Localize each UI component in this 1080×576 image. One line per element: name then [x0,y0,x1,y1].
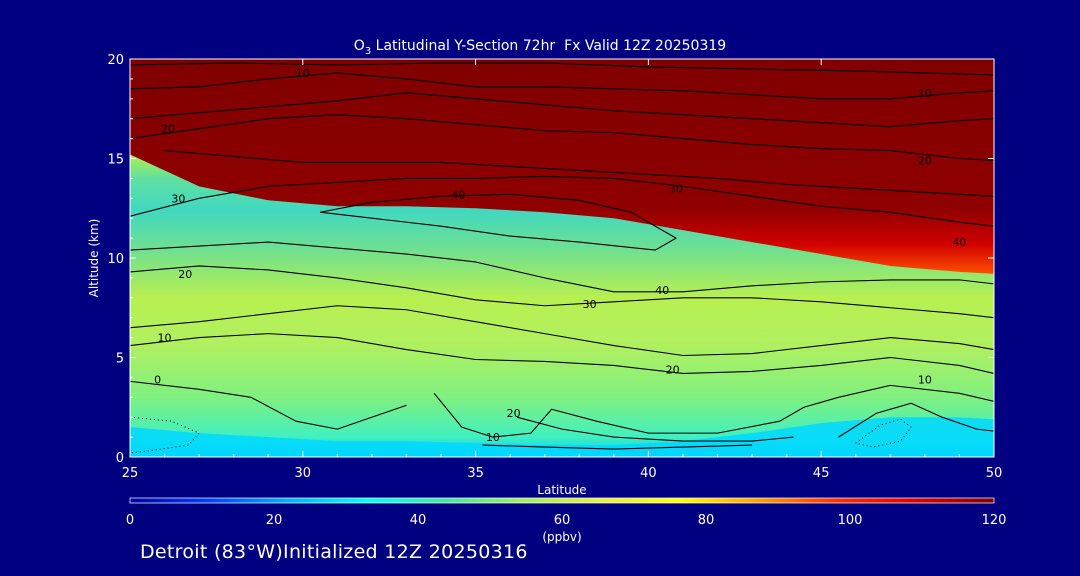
contour-label: 10 [918,87,932,100]
y-axis: 0 5 10 15 20 [107,53,994,466]
y-tick-label: 10 [107,252,124,267]
contour-label: 40 [655,284,669,297]
boundary-layer-low-ozone [130,417,994,457]
contour-labels: 10 20 0 10 20 30 40 20 10 30 40 30 20 20 10 10 40 [154,67,966,444]
y-axis-label: Altitude (km) [87,219,101,298]
x-tick-label: 40 [640,466,657,481]
y-tick-label: 5 [116,352,124,367]
contour-line [130,72,994,100]
contour-label: 30 [583,298,597,311]
contour-line [433,384,994,438]
contour-line [164,149,994,197]
contour-line [130,333,994,374]
x-tick-label: 30 [295,466,312,481]
x-tick-label: 25 [122,466,139,481]
dotted-contours [130,416,912,454]
footer-init-info: Detroit (83°W)Initialized 12Z 20250316 [140,541,528,563]
colorbar-tick-label: 80 [698,513,715,528]
chart-title: O3 Latitudinal Y-Section 72hr Fx Valid 1… [354,38,726,57]
dotted-contour [130,416,200,454]
contour-label: 40 [952,236,966,249]
contour-label: 10 [918,373,932,386]
contour-label: 0 [154,373,161,386]
contour-label: 40 [451,188,465,201]
colorbar-tick-label: 60 [554,513,571,528]
contour-line [130,305,994,357]
contour-label: 10 [296,67,310,80]
y-tick-label: 20 [107,53,124,68]
contour-label: 20 [666,363,680,376]
x-tick-label: 35 [467,466,484,481]
contour-line [130,380,407,430]
contour-label: 20 [178,268,192,281]
x-axis-label: Latitude [537,483,586,497]
plot-area: 10 20 0 10 20 30 40 20 10 30 40 30 20 20 10 10 40 [130,59,994,457]
contour-line [130,265,994,319]
contour-label: 20 [507,407,521,420]
contour-line [130,62,994,76]
contour-label: 20 [161,123,175,136]
dotted-contour [855,418,912,448]
contour-line [130,175,994,227]
x-tick-label: 45 [813,466,830,481]
stratospheric-ozone-region [130,59,994,274]
contour-line [838,402,994,438]
contour-line [130,241,994,293]
contour-label: 30 [171,192,185,205]
contour-label: 30 [669,182,683,195]
colorbar-tick-label: 0 [126,513,134,528]
contour-line [130,92,994,128]
contour-line [319,193,677,251]
contour-label: 10 [158,332,172,345]
contour-label: 20 [918,154,932,167]
contour-label: 10 [486,431,500,444]
colorbar-units: (ppbv) [542,530,581,544]
colorbar-tick-label: 40 [410,513,427,528]
contour-line [482,444,753,450]
colorbar [129,497,995,504]
x-axis: 25 30 35 40 45 50 [122,59,1003,481]
contour-line [130,114,994,162]
y-tick-label: 0 [116,451,124,466]
y-tick-label: 15 [107,153,124,168]
colorbar-tick-label: 20 [266,513,283,528]
colorbar-tick-label: 120 [982,513,1007,528]
colorbar-ticks: 0 20 40 60 80 100 120 [126,513,1007,528]
contour-lines [130,62,994,450]
x-tick-label: 50 [986,466,1003,481]
contour-line [516,416,794,442]
colorbar-tick-label: 100 [838,513,863,528]
